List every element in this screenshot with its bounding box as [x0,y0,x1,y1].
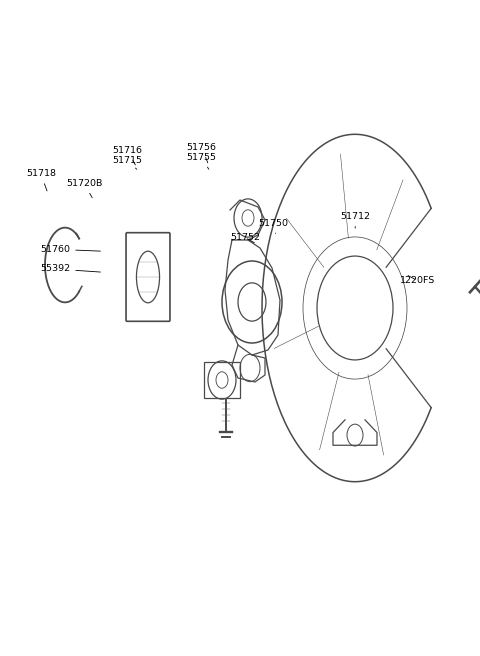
Text: 51760: 51760 [40,245,100,254]
Text: 55392: 55392 [40,264,100,274]
Text: 51755: 51755 [187,153,216,169]
Text: 51750: 51750 [259,218,288,234]
Text: 1220FS: 1220FS [400,276,435,285]
Text: 51715: 51715 [112,156,142,169]
Text: 51756: 51756 [187,143,216,163]
Text: 51752: 51752 [230,233,260,243]
Text: 51716: 51716 [112,146,142,165]
Text: 51718: 51718 [26,169,56,191]
Bar [204,362,240,398]
Text: 51712: 51712 [340,212,370,228]
Text: 51720B: 51720B [66,179,102,197]
